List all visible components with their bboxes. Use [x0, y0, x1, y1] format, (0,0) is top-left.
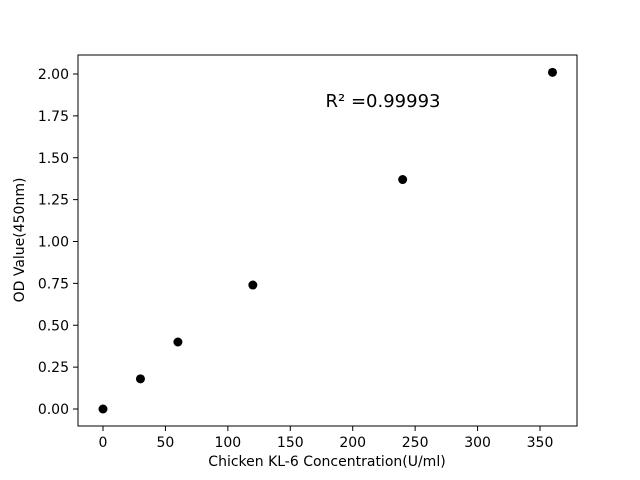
data-point	[547, 67, 557, 77]
x-axis-label: Chicken KL-6 Concentration(U/ml)	[208, 454, 445, 470]
data-point	[173, 337, 183, 347]
y-tick-label: 1.75	[38, 109, 69, 125]
data-point	[135, 374, 145, 384]
r-squared-annotation: R² =0.99993	[326, 91, 441, 112]
y-tick-label: 0.25	[38, 360, 69, 376]
y-tick-label: 0.75	[38, 276, 69, 292]
x-tick-label: 50	[157, 435, 175, 451]
data-point	[248, 280, 258, 290]
data-point	[398, 175, 408, 185]
x-tick-label: 350	[527, 435, 554, 451]
y-axis-ticks: 0.00 0.25 0.50 0.75 1.00 1.25 1.50 1.75 2.00	[38, 67, 78, 418]
x-axis-ticks: 0 50 100 150 200 250 300 350	[99, 426, 554, 451]
y-tick-label: 1.50	[38, 151, 69, 167]
x-tick-label: 250	[402, 435, 429, 451]
y-axis-label: OD Value(450nm)	[12, 178, 28, 303]
x-tick-label: 100	[214, 435, 241, 451]
y-tick-label: 1.25	[38, 193, 69, 209]
y-tick-label: 1.00	[38, 235, 69, 251]
x-tick-label: 300	[464, 435, 491, 451]
data-point	[98, 404, 108, 414]
x-tick-label: 150	[277, 435, 304, 451]
plot-area-border	[77, 54, 578, 427]
x-tick-label: 200	[339, 435, 366, 451]
x-tick-label: 0	[99, 435, 108, 451]
y-tick-label: 2.00	[38, 67, 69, 83]
y-tick-label: 0.00	[38, 402, 69, 418]
data-points	[98, 67, 557, 414]
y-tick-label: 0.50	[38, 318, 69, 334]
